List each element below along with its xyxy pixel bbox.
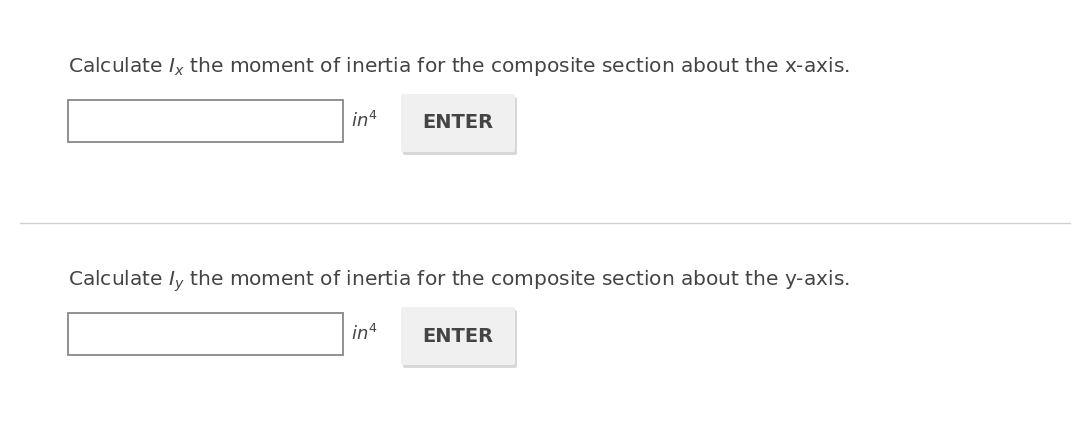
FancyBboxPatch shape [401,94,515,152]
Text: $in^4$: $in^4$ [351,111,377,131]
FancyBboxPatch shape [68,313,343,355]
Text: ENTER: ENTER [423,114,493,133]
FancyBboxPatch shape [401,307,515,365]
Text: ENTER: ENTER [423,327,493,346]
FancyBboxPatch shape [403,97,517,155]
Text: $in^4$: $in^4$ [351,324,377,344]
FancyBboxPatch shape [68,100,343,142]
FancyBboxPatch shape [403,310,517,368]
Text: Calculate $I_y$ the moment of inertia for the composite section about the y-axis: Calculate $I_y$ the moment of inertia fo… [68,268,850,293]
Text: Calculate $I_x$ the moment of inertia for the composite section about the x-axis: Calculate $I_x$ the moment of inertia fo… [68,55,850,78]
